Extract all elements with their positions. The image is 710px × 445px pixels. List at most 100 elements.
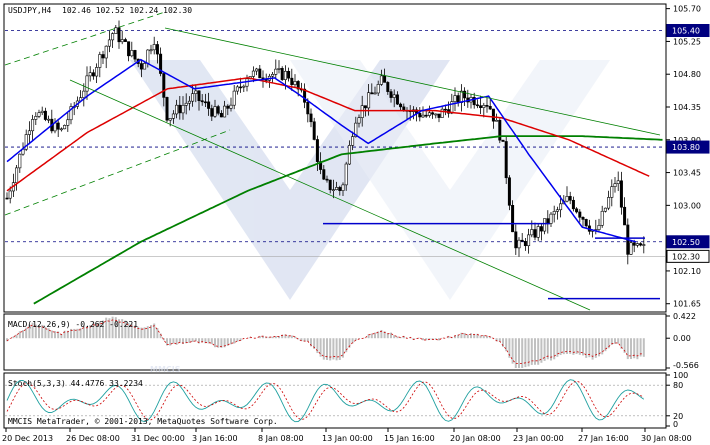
candle-body (24, 134, 28, 150)
candle-body (421, 114, 425, 118)
candle-body (392, 94, 396, 98)
price-tick-label: 105.70 (673, 5, 701, 14)
price-marker-box (666, 140, 710, 154)
candle-body (399, 103, 403, 108)
candle-body (584, 219, 588, 227)
candle-body (418, 113, 422, 118)
candle-body (328, 179, 332, 191)
candle-body (632, 242, 636, 246)
candle-body (536, 226, 540, 238)
candle-body (200, 100, 204, 103)
candle-body (482, 105, 486, 108)
candle-body (555, 209, 559, 212)
candle-body (491, 108, 495, 122)
candle-body (293, 81, 297, 85)
candle-body (344, 163, 348, 186)
candle-body (533, 229, 537, 238)
candle-body (85, 75, 89, 92)
candle-body (111, 33, 115, 41)
sma-mid-line (6, 77, 650, 192)
time-tick-label: 13 Jan 00:00 (322, 434, 373, 443)
candle-body (354, 122, 358, 137)
candle-body (18, 153, 22, 169)
candle-body (463, 90, 467, 99)
candle-body (642, 244, 646, 246)
candle-body (517, 239, 521, 249)
candle-body (427, 112, 431, 116)
trend-dash-1 (4, 11, 166, 66)
candle-body (235, 86, 239, 92)
candle-body (610, 186, 614, 198)
candle-body (546, 218, 550, 224)
candle-body (149, 49, 153, 52)
candle-body (578, 211, 582, 218)
macd-label: MACD(12,26,9) -0.262 -0.221 (8, 320, 138, 329)
price-marker-label: 102.30 (672, 252, 700, 261)
candle-body (232, 90, 236, 106)
candle-body (603, 207, 607, 212)
candle-body (207, 101, 211, 109)
trend-dash-2 (4, 129, 231, 216)
candle-body (383, 75, 387, 83)
candle-body (191, 93, 195, 102)
candle-body (40, 110, 44, 113)
candle-body (619, 180, 623, 208)
candle-body (431, 112, 435, 115)
candle-body (168, 118, 172, 121)
candle-body (331, 189, 335, 191)
watermark-logo (130, 60, 610, 300)
candle-body (34, 116, 38, 120)
candle-body (162, 73, 166, 98)
candle-body (15, 167, 19, 183)
time-tick-label: 31 Dec 00:00 (131, 434, 185, 443)
candle-body (127, 41, 131, 57)
candle-body (607, 197, 611, 209)
candle-body (571, 199, 575, 210)
candle-body (197, 90, 201, 101)
candle-body (101, 54, 105, 59)
candle-body (565, 196, 569, 202)
candle-body (239, 86, 243, 89)
candle-body (325, 178, 329, 181)
candle-body (485, 105, 489, 107)
candle-body (498, 119, 502, 141)
price-tick-label: 105.25 (673, 37, 701, 46)
candle-body (219, 112, 223, 118)
candle-body (283, 70, 287, 80)
candle-body (187, 100, 191, 104)
trend-lines (4, 11, 661, 311)
macd-layer: 0.422 0.00 -0.566 (6, 312, 699, 370)
candle-body (549, 213, 553, 224)
candle-body (107, 39, 111, 47)
candle-body (363, 105, 367, 109)
candle-body (130, 50, 134, 57)
candle-body (437, 113, 441, 118)
candle-body (280, 68, 284, 80)
candle-body (440, 108, 444, 118)
candle-body (511, 204, 515, 233)
moving-averages (6, 58, 663, 305)
ohlc-label: 102.46 102.52 102.24 102.30 (62, 6, 192, 15)
candle-body (306, 101, 310, 115)
candle-body (165, 97, 169, 121)
candle-body (175, 104, 179, 115)
candle-body (360, 105, 364, 118)
price-marker-label: 102.50 (672, 238, 700, 247)
macd-panel (3, 313, 667, 371)
candle-body (171, 113, 175, 119)
candle-body (597, 225, 601, 230)
candle-body (600, 210, 604, 226)
candle-body (181, 105, 185, 114)
candle-body (443, 108, 447, 111)
macd-tick-label: 0.00 (673, 334, 691, 343)
candle-body (95, 67, 99, 77)
candle-body (63, 125, 67, 130)
candle-body (91, 72, 95, 77)
candle-body (59, 128, 63, 131)
candle-body (315, 139, 319, 162)
candle-body (629, 242, 633, 255)
candle-body (210, 108, 214, 117)
candle-body (251, 70, 255, 77)
price-tick-label: 104.80 (673, 70, 701, 79)
